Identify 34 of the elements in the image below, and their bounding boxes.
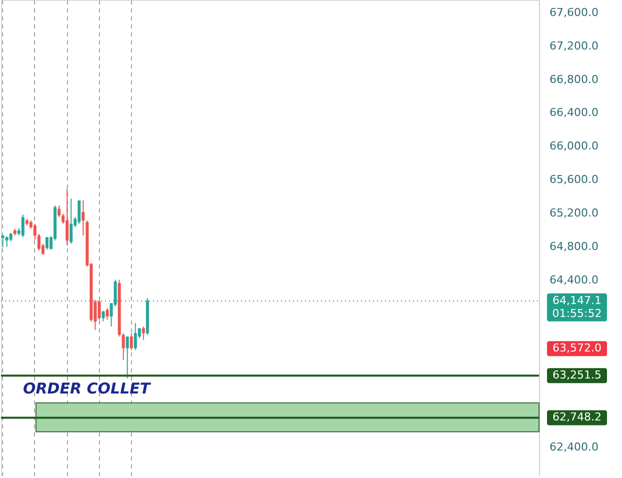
candlestick xyxy=(82,200,85,236)
y-tick-label: 66,800.0 xyxy=(550,72,598,86)
candlestick xyxy=(130,332,133,350)
ref-line-label: 63,251.5 xyxy=(552,368,602,382)
y-tick-label: 65,200.0 xyxy=(550,206,598,220)
y-tick-label: 67,200.0 xyxy=(550,39,598,52)
y-tick-label: 64,400.0 xyxy=(550,273,598,286)
candlestick xyxy=(1,234,4,248)
candlestick xyxy=(5,236,8,248)
candlestick xyxy=(70,198,73,244)
candlestick xyxy=(134,322,137,350)
candlestick xyxy=(33,223,36,240)
y-tick-label: 66,400.0 xyxy=(550,106,598,120)
candlestick xyxy=(37,233,40,252)
ref-line-label: 62,748.2 xyxy=(552,410,602,424)
candlestick xyxy=(58,204,61,218)
ref-line-label: 64,147.1 01:55:52 xyxy=(552,294,602,320)
y-tick-label: 64,800.0 xyxy=(550,240,598,253)
candlestick xyxy=(142,326,145,340)
candlestick xyxy=(78,200,81,224)
candlestick xyxy=(106,308,109,320)
y-tick-label: 65,600.0 xyxy=(550,173,598,186)
candlestick xyxy=(98,300,101,320)
candlestick xyxy=(66,188,69,246)
text: 63,572.0 xyxy=(552,342,602,355)
y-tick-label: 62,400.0 xyxy=(550,440,598,454)
y-tick-label: 67,600.0 xyxy=(550,6,598,20)
annotation: ORDER COLLET xyxy=(23,380,152,398)
y-tick-label: 66,000.0 xyxy=(550,140,598,153)
candlestick xyxy=(126,336,129,379)
candlestick xyxy=(122,332,125,360)
candlestick xyxy=(21,214,24,238)
candlestick xyxy=(46,236,49,250)
candlestick xyxy=(102,310,105,322)
